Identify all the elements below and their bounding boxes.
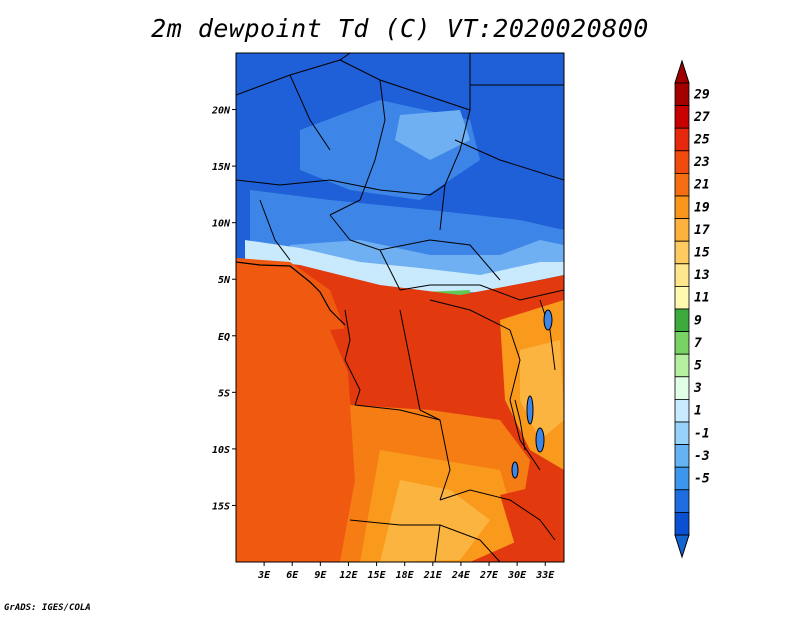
lake xyxy=(543,309,553,331)
border-line xyxy=(539,299,556,371)
border-line xyxy=(344,309,361,406)
border-line xyxy=(339,53,471,111)
lon-tick-label: 33E xyxy=(535,570,555,581)
colorbar-label: 11 xyxy=(694,291,710,306)
border-line xyxy=(329,79,386,216)
lat-tick-label: 20N xyxy=(211,106,231,117)
colorbar-label: 19 xyxy=(694,200,710,215)
colorbar-swatch xyxy=(674,172,690,197)
lat-tick-label: EQ xyxy=(218,332,230,343)
lat-tick-label: 5N xyxy=(218,275,231,286)
colorbar-label: 9 xyxy=(694,313,702,328)
colorbar-label: -3 xyxy=(694,449,710,464)
border-line xyxy=(289,74,331,151)
lon-tick-label: 12E xyxy=(339,570,358,581)
colorbar-swatch xyxy=(674,353,690,378)
colorbar-label: 25 xyxy=(693,133,710,148)
colorbar-swatch xyxy=(674,195,690,220)
border-line xyxy=(434,524,441,562)
colorbar-swatch xyxy=(674,263,690,287)
colorbar-swatch xyxy=(674,105,690,129)
colorbar-swatch xyxy=(674,398,690,423)
colorbar-label: 23 xyxy=(693,155,710,170)
border-line xyxy=(399,309,441,421)
colorbar-swatch xyxy=(674,218,690,242)
grads-credit: GrADS: IGES/COLA xyxy=(4,603,91,613)
lon-tick-label: 18E xyxy=(396,570,415,581)
lon-tick-label: 21E xyxy=(423,570,443,581)
colorbar-label: 21 xyxy=(693,178,710,193)
coastline xyxy=(236,261,346,326)
colorbar-label: 13 xyxy=(694,268,710,283)
field-southeast-moist xyxy=(500,480,564,562)
border-line xyxy=(439,109,471,231)
colorbar-swatch xyxy=(674,376,690,400)
colorbar-swatch xyxy=(674,285,690,310)
lat-tick-label: 5S xyxy=(218,388,230,399)
colorbar-swatch xyxy=(674,512,690,536)
lon-tick-label: 6E xyxy=(286,570,299,581)
latitude-axis: 20N 15N 10N 5N EQ 5S 10S 15S xyxy=(211,106,236,512)
lon-tick-label: 27E xyxy=(479,570,499,581)
border-line xyxy=(236,179,446,196)
border-line xyxy=(439,489,556,541)
lake xyxy=(511,461,519,479)
colorbar-swatch xyxy=(674,444,690,468)
lat-tick-label: 10S xyxy=(212,445,230,456)
lake xyxy=(526,395,534,425)
colorbar-label: 15 xyxy=(694,246,710,261)
colorbar: 29 27 25 23 21 19 17 15 13 11 9 7 5 3 1 -1 -3 -5 xyxy=(674,59,710,559)
colorbar-label: -1 xyxy=(694,426,710,441)
border-line xyxy=(236,53,351,96)
lon-tick-label: 24E xyxy=(451,570,471,581)
country-borders xyxy=(236,53,564,562)
lon-tick-label: 3E xyxy=(257,570,271,581)
colorbar-max-arrow xyxy=(674,59,690,84)
colorbar-label: 7 xyxy=(694,336,702,351)
lat-tick-label: 10N xyxy=(212,219,231,230)
colorbar-label: 3 xyxy=(693,381,702,396)
lon-tick-label: 9E xyxy=(314,570,327,581)
colorbar-swatch xyxy=(674,466,690,491)
colorbar-label: 5 xyxy=(694,359,702,374)
border-line xyxy=(509,329,541,471)
border-line xyxy=(354,404,451,501)
colorbar-min-arrow xyxy=(674,534,690,559)
lon-tick-label: 15E xyxy=(368,570,387,581)
colorbar-swatch xyxy=(674,150,690,174)
colorbar-label: 1 xyxy=(694,404,702,419)
colorbar-swatch xyxy=(674,240,690,265)
colorbar-label: -5 xyxy=(694,472,710,487)
colorbar-swatch xyxy=(674,331,690,355)
border-line xyxy=(379,239,501,281)
lat-tick-label: 15N xyxy=(212,162,231,173)
longitude-axis: 3E 6E 9E 12E 15E 18E 21E 24E 27E 30E 33E xyxy=(257,562,555,581)
lon-tick-label: 30E xyxy=(507,570,527,581)
border-line xyxy=(514,399,526,451)
lat-tick-label: 15S xyxy=(212,501,230,512)
lake xyxy=(535,427,545,453)
border-line xyxy=(349,519,481,541)
colorbar-swatch xyxy=(674,82,690,107)
field-atlantic-moist xyxy=(236,258,360,562)
border-line xyxy=(329,214,401,291)
field-southern-yellow xyxy=(380,480,490,562)
colorbar-swatch xyxy=(674,308,690,333)
border-line xyxy=(259,199,291,261)
dewpoint-field xyxy=(236,53,564,562)
colorbar-swatch xyxy=(674,421,690,446)
colorbar-swatch xyxy=(674,127,690,152)
field-sahara-patch xyxy=(395,110,470,160)
border-line xyxy=(479,539,501,562)
page-title: 2m dewpoint Td (C) VT:2020020800 xyxy=(151,14,649,43)
colorbar-swatch xyxy=(674,489,690,513)
colorbar-label: 27 xyxy=(693,110,710,125)
colorbar-label: 29 xyxy=(693,87,710,102)
border-line xyxy=(429,299,511,331)
border-line xyxy=(399,284,564,301)
map-frame xyxy=(235,52,565,563)
border-line xyxy=(454,139,564,181)
colorbar-label: 17 xyxy=(694,223,710,238)
